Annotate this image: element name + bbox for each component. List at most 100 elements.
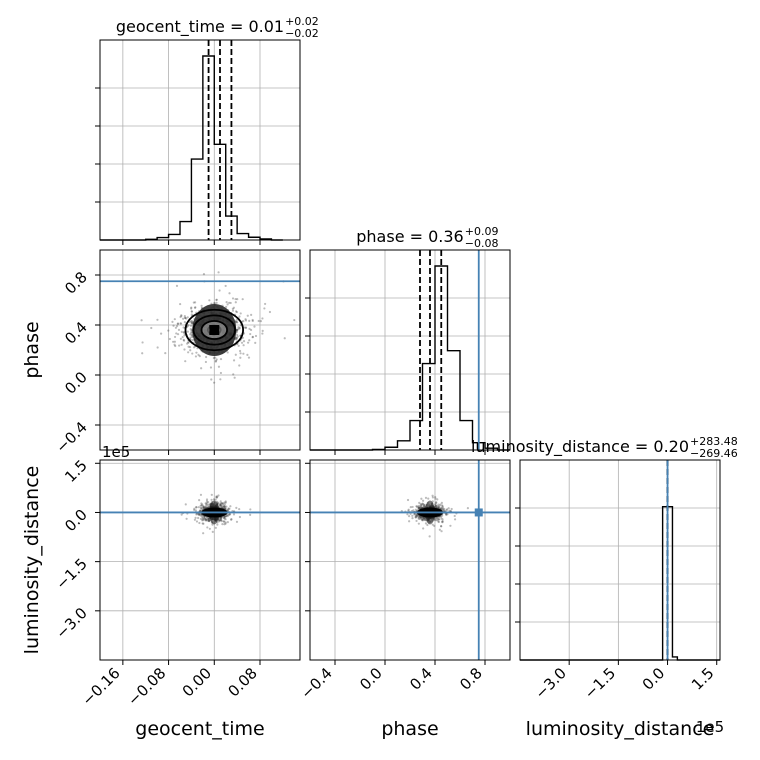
sample-point — [219, 502, 222, 505]
sample-point — [194, 355, 198, 358]
y-tick-label: 0.0 — [61, 368, 91, 398]
sample-point — [228, 301, 231, 304]
sample-point — [407, 509, 410, 512]
panel-title-geocent_time: geocent_time = 0.01 — [116, 17, 284, 37]
sample-point — [198, 521, 201, 525]
sample-point — [185, 317, 188, 320]
sample-point — [179, 322, 182, 325]
sample-point — [202, 518, 205, 522]
sample-point — [186, 342, 189, 345]
sample-point — [226, 509, 229, 512]
panel-phase-hist: phase = 0.36 +0.09−0.08 — [305, 225, 511, 455]
sample-point — [211, 523, 214, 526]
sample-point — [437, 520, 440, 523]
sample-point — [435, 501, 438, 505]
sample-point — [216, 495, 219, 498]
sample-point — [201, 516, 204, 519]
sample-point — [436, 517, 440, 520]
sample-point — [189, 320, 192, 323]
sample-point — [207, 518, 210, 521]
sample-point — [445, 513, 448, 516]
sample-point — [190, 333, 193, 337]
sample-point — [195, 506, 198, 509]
sample-point — [236, 335, 239, 338]
sample-point — [248, 339, 251, 342]
sample-point — [219, 517, 222, 520]
sample-point — [212, 498, 216, 501]
sample-point — [229, 301, 232, 305]
sample-point — [448, 509, 451, 512]
sample-point — [193, 306, 197, 309]
sample-point — [238, 327, 241, 330]
x-tick-label: 0.8 — [456, 664, 486, 694]
sample-point — [227, 507, 230, 510]
sample-point — [183, 321, 186, 324]
sample-point — [197, 513, 200, 516]
sample-point — [184, 503, 187, 506]
sample-point — [240, 341, 244, 344]
sample-point — [197, 516, 200, 520]
sample-point — [182, 326, 185, 329]
sample-point — [202, 505, 205, 508]
sample-point — [206, 518, 209, 521]
sample-point — [420, 515, 423, 519]
sample-point — [421, 499, 425, 502]
sample-point — [419, 505, 422, 509]
sample-point — [445, 513, 448, 516]
panel-luminosity_distance-vs-geocent_time — [95, 459, 301, 665]
sample-point — [235, 336, 238, 340]
sample-point — [417, 507, 420, 510]
sample-point — [222, 520, 225, 523]
sample-point — [437, 520, 440, 524]
sample-point — [235, 310, 238, 314]
sample-point — [447, 507, 450, 510]
title-sup: +283.48 — [690, 435, 738, 448]
contour-line — [184, 308, 244, 352]
sample-point — [407, 508, 410, 511]
sample-point — [201, 519, 204, 522]
sample-point — [420, 517, 423, 520]
sample-point — [434, 505, 437, 509]
y-tick-label: 0.8 — [61, 268, 91, 298]
sample-point — [190, 319, 193, 323]
panel-phase-vs-geocent_time — [95, 249, 301, 455]
sample-point — [199, 506, 202, 510]
sample-point — [417, 506, 420, 510]
sample-point — [168, 337, 171, 341]
sample-point — [417, 517, 420, 520]
sample-point — [190, 307, 193, 310]
sample-point — [283, 337, 286, 340]
sample-point — [231, 297, 235, 300]
sample-point — [222, 505, 226, 508]
sample-point — [220, 520, 223, 523]
truth-marker — [474, 508, 483, 517]
sample-point — [219, 357, 223, 361]
sample-point — [175, 332, 178, 335]
sample-point — [189, 324, 193, 327]
sample-point — [187, 324, 190, 327]
sample-point — [193, 508, 196, 511]
sample-point — [415, 514, 419, 518]
sample-point — [434, 504, 437, 508]
sample-point — [423, 518, 427, 522]
sample-point — [207, 519, 211, 522]
sample-point — [207, 500, 210, 504]
sample-point — [194, 306, 197, 309]
sample-point — [190, 321, 194, 325]
sample-point — [223, 515, 226, 518]
sample-point — [446, 513, 449, 516]
sample-point — [219, 504, 222, 507]
sample-point — [414, 514, 418, 517]
sample-point — [214, 356, 217, 359]
sample-point — [191, 338, 194, 342]
sample-point — [230, 518, 233, 521]
sample-point — [215, 301, 218, 304]
sample-point — [261, 332, 264, 335]
sample-point — [250, 313, 253, 316]
sample-point — [420, 506, 424, 509]
sample-point — [184, 360, 187, 363]
sample-point — [254, 334, 258, 338]
sample-point — [422, 517, 425, 520]
x-tick-label: 0.00 — [179, 664, 215, 700]
sample-point — [435, 517, 438, 520]
